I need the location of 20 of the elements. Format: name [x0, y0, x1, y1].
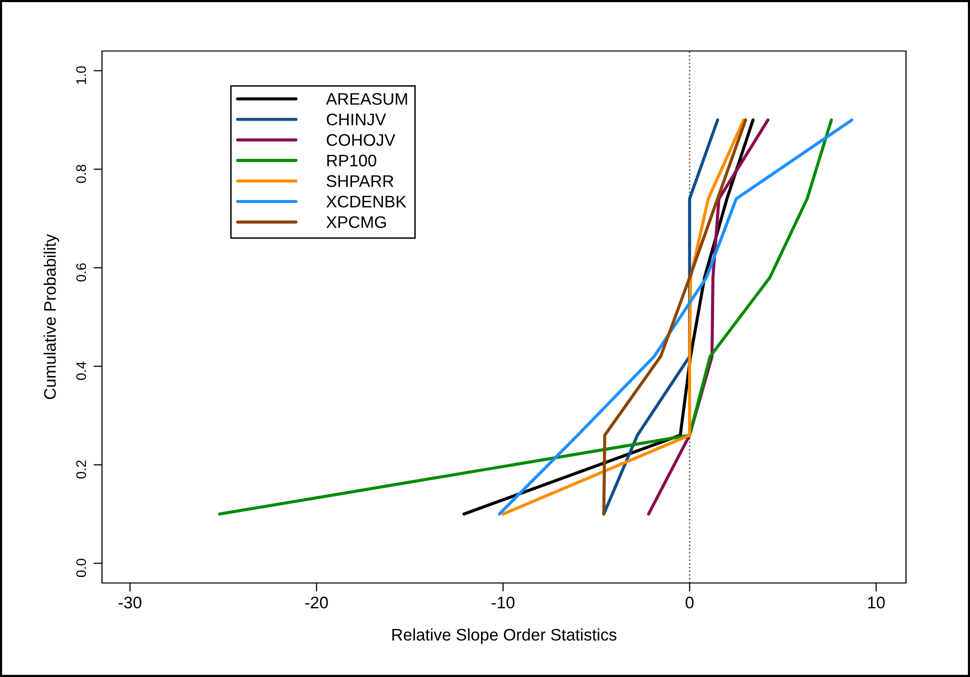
legend-label: XCDENBK: [326, 196, 406, 208]
x-tick-label: 10: [868, 596, 885, 608]
legend-label: COHOJV: [326, 134, 396, 146]
y-tick-label: 1.0: [76, 66, 86, 84]
y-tick-label: 0.4: [76, 362, 86, 380]
legend-label: RP100: [327, 154, 376, 166]
x-tick-label: -30: [118, 596, 142, 608]
y-axis-title: Cumulative Probability: [44, 234, 60, 400]
y-tick-label: 0.6: [76, 263, 86, 282]
y-tick-label: 0.2: [76, 460, 86, 479]
y-tick-label: 0.0: [76, 558, 86, 578]
y-tick-label: 0.8: [76, 164, 86, 183]
x-axis-title: Relative Slope Order Statistics: [392, 628, 616, 644]
legend-label: SHPARR: [326, 175, 394, 187]
x-tick-label: -10: [492, 596, 514, 608]
legend-label: AREASUM: [326, 93, 407, 105]
x-tick-label: 0: [686, 596, 694, 608]
legend-label: XPCMG: [326, 216, 386, 228]
x-tick-label: -20: [305, 596, 328, 608]
legend-label: CHINJV: [326, 114, 386, 126]
